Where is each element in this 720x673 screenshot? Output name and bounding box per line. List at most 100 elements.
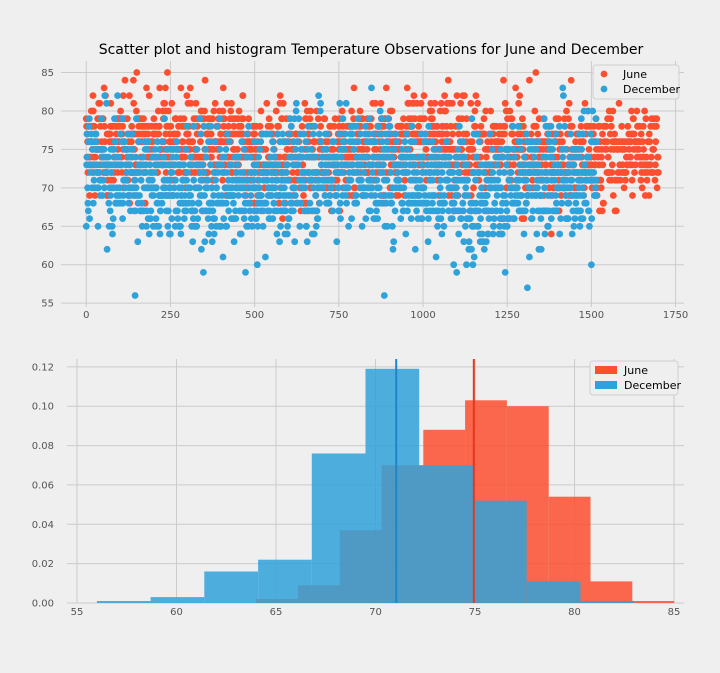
scatter-point [597,184,605,192]
scatter-point [306,115,314,123]
scatter-point [349,161,356,169]
scatter-point [498,138,506,146]
scatter-legend-december: December [623,83,681,96]
scatter-point [190,122,198,130]
scatter-point [296,222,304,230]
scatter-point [189,238,197,246]
scatter-point [220,122,228,130]
scatter-point [208,238,216,246]
scatter-point [235,192,242,199]
scatter-point [515,99,523,107]
scatter-point [602,122,610,130]
scatter-point [264,176,271,184]
histogram-xtick-label: 65 [270,607,283,618]
scatter-point [364,130,372,138]
scatter-point [459,199,467,207]
scatter-point [103,245,111,253]
scatter-point [330,122,338,130]
scatter-point [101,184,108,192]
scatter-point [570,222,578,230]
histogram-xtick-label: 60 [170,607,183,618]
scatter-point [480,245,488,253]
scatter-point [477,122,485,130]
scatter-point [354,115,362,123]
scatter-point [219,107,227,115]
scatter-point [136,192,143,199]
scatter-point [259,222,267,230]
scatter-xtick-label: 1250 [494,310,519,321]
scatter-point [526,253,533,261]
scatter-point [200,269,207,276]
scatter-point [157,207,165,215]
scatter-point [642,115,650,123]
scatter-point [456,122,463,130]
scatter-point [462,184,470,192]
scatter-point [466,215,474,223]
scatter-point [457,99,465,107]
scatter-point [128,122,136,130]
scatter-point [529,207,537,215]
scatter-point [291,238,299,246]
scatter-point [247,192,255,199]
scatter-point [639,138,646,146]
scatter-point [177,222,184,230]
scatter-point [608,169,616,176]
scatter-point [256,146,264,153]
scatter-point [135,169,143,176]
scatter-point [192,99,200,107]
scatter-point [309,176,316,184]
scatter-point [398,146,406,153]
scatter-point [209,207,217,215]
scatter-point [582,199,590,207]
scatter-point [467,99,475,107]
scatter-point [350,84,358,92]
scatter-point [494,161,501,169]
scatter-point [272,107,280,115]
scatter-point [317,99,324,107]
scatter-point [587,261,595,269]
scatter-point [181,153,189,161]
scatter-point [280,184,288,192]
scatter-point [421,115,428,123]
scatter-point [538,192,545,199]
scatter-point [101,92,109,99]
scatter-point [358,161,366,169]
scatter-point [519,115,526,123]
scatter-point [435,146,443,153]
scatter-point [441,92,448,99]
scatter-point [453,269,461,276]
scatter-point [116,130,124,138]
histogram-bar [419,465,473,603]
scatter-point [379,161,387,169]
scatter-point [143,84,150,92]
scatter-point [319,184,327,192]
scatter-point [490,215,498,223]
scatter-point [628,107,635,115]
scatter-point [201,76,209,84]
scatter-point [131,292,139,299]
scatter-point [516,138,524,146]
scatter-point [563,176,571,184]
scatter-point [228,161,236,169]
scatter-point [383,138,390,146]
scatter-point [325,199,333,207]
scatter-point [320,153,328,161]
scatter-point [472,92,480,99]
scatter-point [197,130,205,138]
scatter-point [201,192,208,199]
scatter-point [535,161,542,169]
scatter-point [396,161,404,169]
scatter-point [286,192,294,199]
scatter-point [584,107,592,115]
scatter-point [632,161,639,169]
scatter-point [400,184,408,192]
scatter-point [571,215,579,223]
scatter-point [313,207,321,215]
scatter-point [397,215,405,223]
scatter-point [253,261,261,269]
scatter-point [340,138,348,146]
scatter-point [329,207,337,215]
scatter-point [474,130,481,138]
scatter-point [193,146,201,153]
scatter-point [638,184,646,192]
